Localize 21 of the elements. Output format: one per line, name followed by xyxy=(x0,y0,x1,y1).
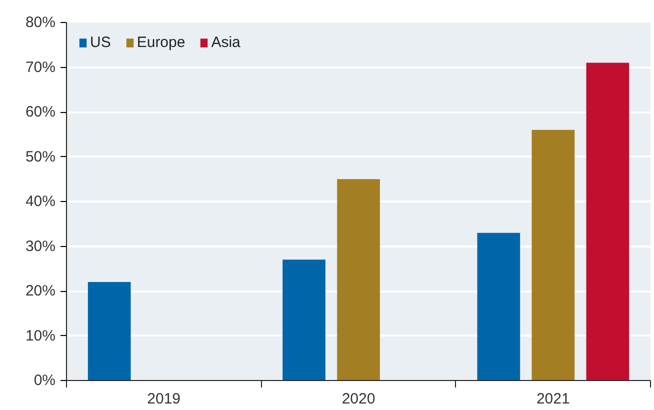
bar xyxy=(88,282,131,380)
bar xyxy=(337,179,380,380)
legend-label: Asia xyxy=(211,34,240,51)
y-tick-label: 60% xyxy=(25,104,56,120)
x-tick-label: 2019 xyxy=(147,390,181,408)
legend-label: US xyxy=(90,34,111,51)
y-tick-label: 20% xyxy=(25,282,56,300)
x-tick-label: 2021 xyxy=(536,390,570,408)
bar xyxy=(532,130,575,380)
bar xyxy=(282,260,326,380)
y-tick-label: 70% xyxy=(25,58,56,76)
y-tick-label: 80% xyxy=(25,14,56,31)
y-tick-label: 0% xyxy=(34,372,56,389)
y-tick-label: 10% xyxy=(25,327,56,344)
bar xyxy=(477,232,520,380)
y-tick-label: 40% xyxy=(25,193,56,210)
bar xyxy=(586,62,630,380)
x-tick-label: 2020 xyxy=(342,390,376,408)
y-tick-label: 50% xyxy=(25,148,56,166)
y-tick-label: 30% xyxy=(25,238,56,255)
legend-label: Europe xyxy=(136,34,186,51)
